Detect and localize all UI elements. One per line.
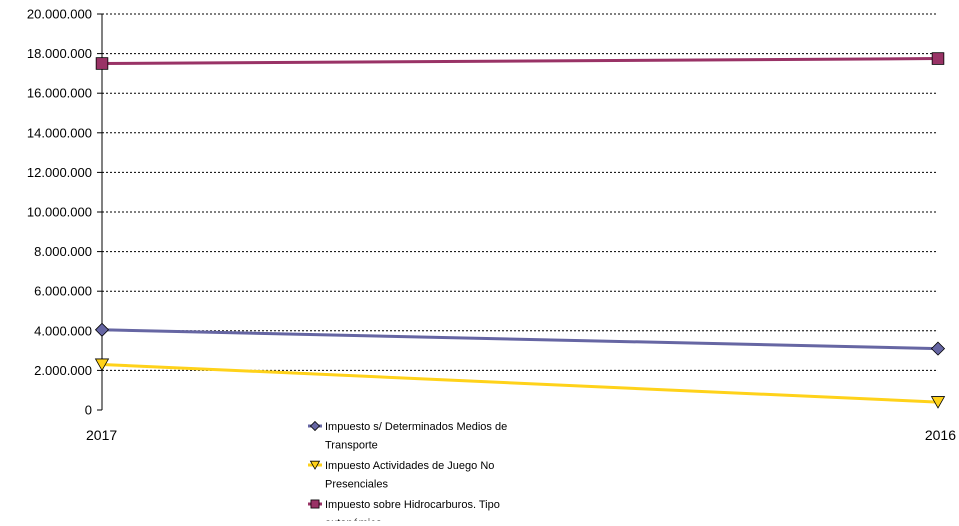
- series-lines: [101, 57, 939, 404]
- data-point: [930, 396, 946, 409]
- series-line-1: [101, 362, 939, 404]
- y-tick-label: 20.000.000: [27, 7, 92, 22]
- series-markers: [94, 52, 946, 409]
- y-tick-label: 10.000.000: [27, 205, 92, 220]
- series-line-0: [101, 328, 939, 351]
- data-point: [931, 52, 945, 65]
- grid-lines: [102, 13, 938, 371]
- legend-label: Impuesto sobre Hidrocarburos. Tipo: [325, 499, 500, 511]
- y-tick-label: 2.000.000: [34, 363, 92, 378]
- legend-marker: [309, 420, 321, 432]
- y-tick-label: 18.000.000: [27, 46, 92, 61]
- y-tick-label: 16.000.000: [27, 86, 92, 101]
- legend: Impuesto s/ Determinados Medios de Transp…: [308, 420, 507, 526]
- data-point: [95, 57, 109, 70]
- x-tick-label: 2017: [86, 427, 117, 443]
- legend-label: autonómico: [325, 517, 382, 521]
- legend-label: Impuesto Actividades de Juego No: [325, 460, 494, 472]
- y-tick-label: 14.000.000: [27, 125, 92, 140]
- data-point: [930, 341, 946, 356]
- axes: [97, 13, 103, 411]
- legend-label: Transporte: [325, 439, 378, 451]
- legend-marker: [310, 499, 320, 509]
- y-tick-label: 8.000.000: [34, 244, 92, 259]
- x-tick-labels: 2017 2016: [86, 427, 956, 443]
- legend-label: Impuesto s/ Determinados Medios de: [325, 421, 507, 433]
- legend-marker: [309, 460, 321, 470]
- series-line-2: [101, 57, 939, 65]
- y-tick-label: 6.000.000: [34, 284, 92, 299]
- y-tick-labels: 0 2.000.000 4.000.000 6.000.000 8.000.000 10.…: [27, 7, 92, 418]
- y-tick-label: 4.000.000: [34, 323, 92, 338]
- x-tick-label: 2016: [925, 427, 956, 443]
- y-tick-label: 0: [85, 403, 92, 418]
- legend-label: Presenciales: [325, 478, 388, 490]
- data-point: [94, 358, 110, 372]
- data-point: [94, 322, 110, 337]
- y-tick-label: 12.000.000: [27, 165, 92, 180]
